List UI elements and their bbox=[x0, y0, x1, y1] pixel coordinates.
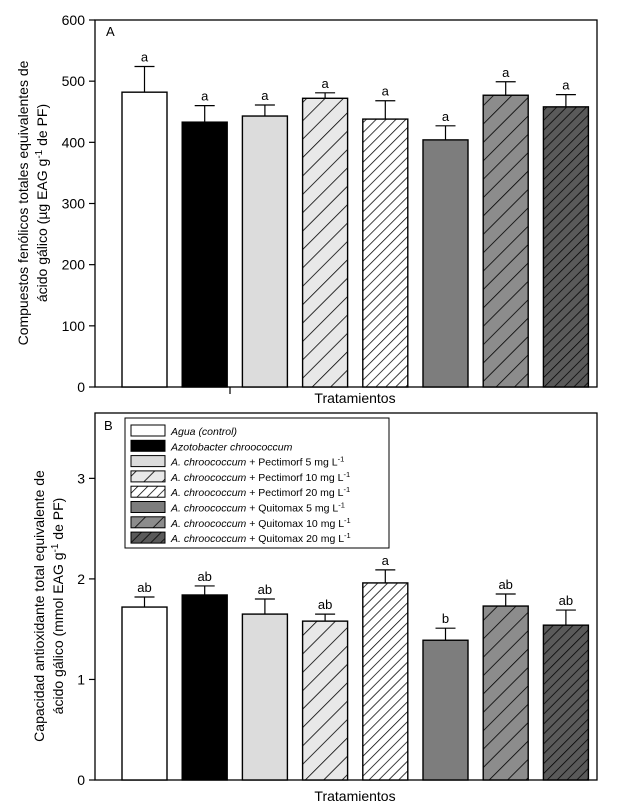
panel-a-y-axis-label-line1: Compuestos fenólicos totales equivalente… bbox=[15, 60, 31, 345]
panel-b-significance-label: ab bbox=[197, 569, 211, 584]
legend-swatch bbox=[130, 485, 166, 498]
panel-a-bars: a a a a a a a a bbox=[121, 49, 590, 388]
panel-b-significance-label: a bbox=[382, 553, 390, 568]
panel-a-y-tick-label: 100 bbox=[62, 318, 86, 334]
panel-b-bar bbox=[362, 582, 409, 781]
legend-swatch bbox=[130, 501, 166, 513]
legend-entry: A. chroococcum + Pectimorf 20 mg L-1 bbox=[170, 485, 350, 499]
panel-a-significance-label: a bbox=[562, 78, 570, 93]
panel-a-bar bbox=[181, 121, 228, 388]
legend-entry: Azotobacter chroococcum bbox=[170, 441, 293, 453]
panel-a-significance-label: a bbox=[502, 65, 510, 80]
legend-entry: Agua (control) bbox=[170, 426, 237, 438]
panel-b-bar bbox=[121, 606, 168, 781]
legend-box bbox=[124, 417, 390, 549]
panel-a-bar bbox=[301, 97, 349, 388]
legend-swatch bbox=[130, 470, 166, 483]
panel-b-y-axis: 0 1 2 3 bbox=[77, 470, 95, 788]
panel-a-y-tick-label: 400 bbox=[62, 134, 86, 150]
panel-b-significance-label: ab bbox=[137, 580, 151, 595]
legend-swatch bbox=[130, 439, 166, 452]
panel-b-y-axis-label-line1: Capacidad antioxidante total equivalente… bbox=[31, 470, 47, 742]
legend-entry: A. chroococcum + Quitomax 5 mg L-1 bbox=[170, 501, 345, 515]
panel-b-label: B bbox=[104, 418, 113, 433]
legend-swatch bbox=[130, 424, 166, 437]
panel-b-bar bbox=[241, 613, 289, 781]
panel-b-y-tick-label: 0 bbox=[77, 772, 85, 788]
panel-b-significance-label: ab bbox=[318, 597, 332, 612]
panel-a-significance-label: a bbox=[261, 88, 269, 103]
legend-swatch bbox=[130, 516, 166, 529]
legend-entry: A. chroococcum + Quitomax 20 mg L-1 bbox=[170, 531, 351, 545]
legend-entry: A. chroococcum + Pectimorf 10 mg L-1 bbox=[170, 470, 350, 484]
panel-a-y-tick-label: 500 bbox=[62, 73, 86, 89]
panel-a-significance-label: a bbox=[442, 109, 450, 124]
panel-b-bar bbox=[482, 605, 529, 781]
legend-swatch bbox=[130, 455, 166, 468]
panel-a-y-axis: 0 100 200 300 400 500 600 bbox=[62, 12, 95, 395]
panel-a-bar bbox=[362, 118, 409, 388]
panel-a-significance-label: a bbox=[321, 76, 329, 91]
panel-b-significance-label: ab bbox=[559, 593, 573, 608]
panel-b-x-axis-label: Tratamientos bbox=[314, 788, 395, 804]
legend-swatch bbox=[130, 531, 166, 544]
panel-a-bar bbox=[542, 106, 590, 388]
legend: Agua (control) Azotobacter chroococcum A. … bbox=[124, 417, 390, 549]
panel-a-significance-label: a bbox=[382, 84, 390, 99]
panel-a-y-tick-label: 300 bbox=[62, 196, 86, 212]
panel-b-significance-label: b bbox=[442, 611, 449, 626]
panel-b-y-tick-label: 2 bbox=[77, 571, 85, 587]
panel-b-bar bbox=[422, 639, 469, 781]
panel-b-y-tick-label: 1 bbox=[77, 671, 85, 687]
panel-a-label: A bbox=[106, 24, 115, 39]
panel-b-bar bbox=[181, 594, 228, 781]
panel-b-significance-label: ab bbox=[258, 582, 272, 597]
panel-b-bar bbox=[542, 624, 590, 781]
panel-b-y-tick-label: 3 bbox=[77, 470, 85, 486]
legend-entry: A. chroococcum + Quitomax 10 mg L-1 bbox=[170, 516, 351, 530]
panel-a-x-axis-label: Tratamientos bbox=[314, 390, 395, 406]
panel-b-bar bbox=[301, 620, 349, 781]
panel-a-bar bbox=[121, 91, 168, 388]
panel-b-y-axis-label-line2: ácido gálico (mmol EAG g-1 de PF) bbox=[50, 498, 66, 715]
legend-entry: A. chroococcum + Pectimorf 5 mg L-1 bbox=[170, 455, 344, 469]
panel-a: A 0 100 200 300 400 500 600 a a a a a a a a Tratamien… bbox=[15, 12, 598, 406]
panel-a-y-tick-label: 600 bbox=[62, 12, 86, 28]
panel-a-y-tick-label: 0 bbox=[77, 379, 85, 395]
panel-a-bar bbox=[482, 94, 529, 388]
legend-items: Agua (control) Azotobacter chroococcum A. … bbox=[130, 424, 351, 545]
panel-a-significance-label: a bbox=[141, 49, 149, 64]
panel-a-significance-label: a bbox=[201, 89, 209, 104]
panel-a-bar bbox=[422, 139, 469, 388]
panel-a-bar bbox=[241, 115, 289, 388]
panel-a-y-axis-label-line2: ácido gálico (µg EAG g-1 de PF) bbox=[34, 104, 50, 302]
panel-b-significance-label: ab bbox=[498, 577, 512, 592]
panel-a-y-tick-label: 200 bbox=[62, 257, 86, 273]
